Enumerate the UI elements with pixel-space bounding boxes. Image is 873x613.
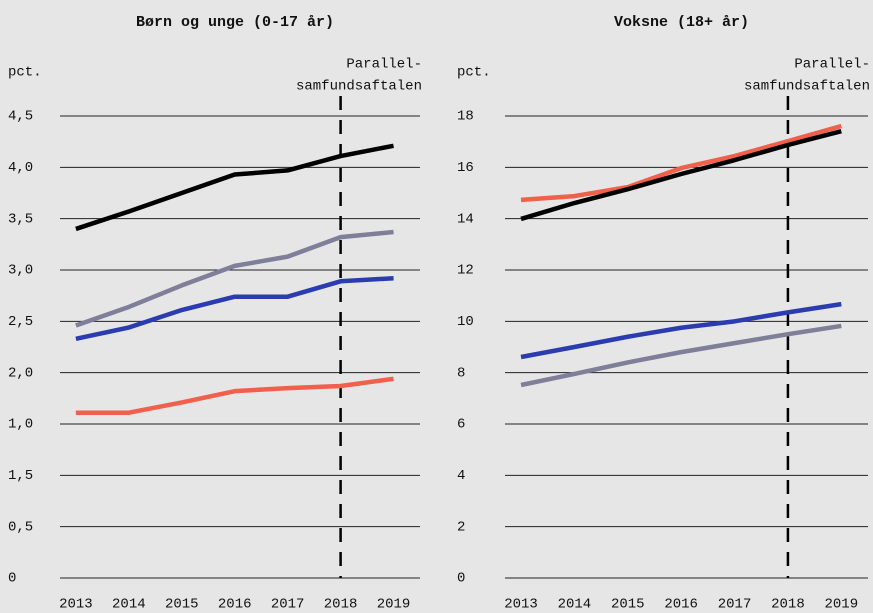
chart-title: Voksne (18+ år) (614, 14, 749, 31)
line (75, 143, 394, 232)
line (520, 301, 842, 360)
x-tick-label: 2018 (324, 597, 358, 613)
y-tick-label: 0 (457, 571, 465, 587)
x-tick-label: 2014 (558, 597, 592, 613)
x-tick-label: 2014 (112, 597, 146, 613)
annotation: Parallel- (346, 57, 422, 73)
annotation: samfundsaftalen (744, 79, 870, 95)
y-tick-label: 0,5 (8, 519, 33, 535)
y-tick-label: 3,5 (8, 211, 33, 227)
y-tick-label: 18 (457, 109, 474, 125)
x-tick-label: 2019 (377, 597, 411, 613)
x-tick-label: 2015 (611, 597, 645, 613)
y-tick-label: 1,5 (8, 468, 33, 484)
y-tick-label: 6 (457, 417, 465, 433)
y-tick-label: 2,0 (8, 365, 33, 381)
line (520, 128, 842, 222)
x-tick-label: 2015 (165, 597, 199, 613)
y-axis-label: pct. (8, 65, 42, 81)
x-tick-label: 2018 (771, 597, 805, 613)
y-tick-label: 0 (8, 571, 16, 587)
annotation: Parallel- (794, 57, 870, 73)
y-tick-label: 1,0 (8, 417, 33, 433)
x-tick-label: 2016 (218, 597, 252, 613)
y-tick-label: 10 (457, 314, 474, 330)
y-tick-label: 12 (457, 263, 474, 279)
y-tick-label: 4,0 (8, 160, 33, 176)
chart-title: Børn og unge (0-17 år) (136, 14, 334, 31)
x-tick-label: 2013 (59, 597, 93, 613)
x-tick-label: 2013 (504, 597, 538, 613)
line (75, 376, 394, 415)
x-tick-label: 2017 (718, 597, 752, 613)
annotation: samfundsaftalen (296, 79, 422, 95)
x-tick-label: 2016 (664, 597, 698, 613)
y-tick-label: 2 (457, 519, 465, 535)
y-axis-label: pct. (457, 65, 491, 81)
line (75, 275, 394, 341)
x-tick-label: 2017 (271, 597, 305, 613)
line (75, 229, 394, 328)
y-tick-label: 3,0 (8, 263, 33, 279)
y-tick-label: 14 (457, 211, 474, 227)
y-tick-label: 2,5 (8, 314, 33, 330)
y-tick-label: 4 (457, 468, 465, 484)
x-tick-label: 2019 (825, 597, 859, 613)
line (520, 123, 842, 203)
y-tick-label: 16 (457, 160, 474, 176)
y-tick-label: 8 (457, 365, 465, 381)
y-tick-label: 4,5 (8, 109, 33, 125)
line (520, 323, 842, 388)
